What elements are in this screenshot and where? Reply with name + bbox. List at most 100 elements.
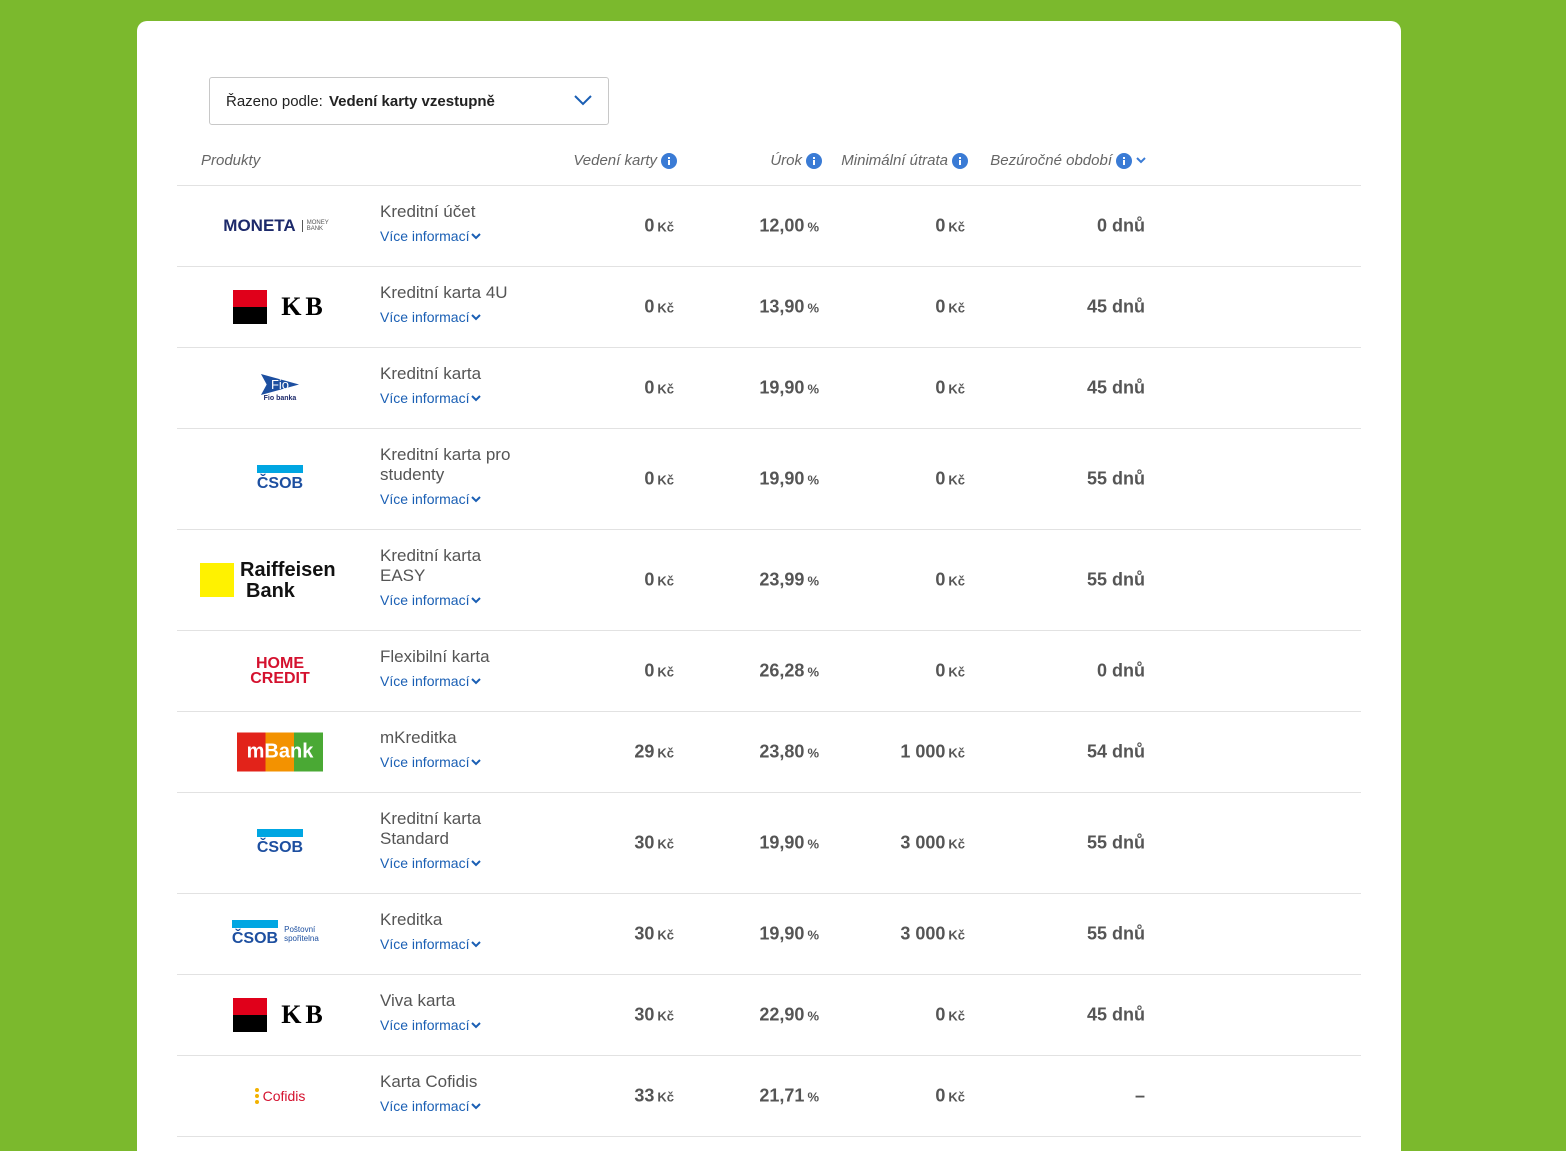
product-name: Viva karta Více informací: [380, 991, 530, 1035]
header-rate[interactable]: Úrok: [770, 152, 822, 169]
bank-logo: mBank: [200, 732, 360, 772]
period-value: 55 dnů: [1086, 569, 1145, 590]
unit: Kč: [948, 472, 965, 488]
header-text: Úrok: [770, 152, 802, 169]
unit: Kč: [657, 219, 674, 235]
unit: %: [807, 381, 819, 397]
unit: Kč: [948, 745, 965, 761]
product-name: Kreditní karta Standard Více informací: [380, 809, 530, 873]
unit: Kč: [948, 381, 965, 397]
unit: Kč: [948, 219, 965, 235]
unit: %: [807, 300, 819, 316]
more-info-link[interactable]: Více informací: [380, 1015, 530, 1035]
logo-text: Bank: [246, 580, 295, 602]
chevron: [471, 496, 482, 503]
unit: Kč: [657, 664, 674, 680]
min-value: 0 Kč: [935, 297, 965, 318]
bank-logo: ČSOB Poštovní spořitelna: [200, 920, 360, 948]
chevron[interactable]: [1136, 156, 1146, 165]
period-value: 0 dnů: [1097, 660, 1145, 681]
sort-dropdown[interactable]: Řazeno podle: Vedení karty vzestupně: [209, 77, 609, 125]
value: 0: [935, 1004, 946, 1025]
more-info-link[interactable]: Více informací: [380, 1096, 530, 1116]
product-list: MONETA MONEY BANK Kreditní účet Více inform…: [177, 186, 1361, 1137]
product-row: ČSOB Poštovní spořitelna Kreditka Více info…: [177, 894, 1361, 975]
link-text: Více informací: [380, 754, 470, 770]
logo-text: mBank: [236, 732, 324, 772]
min-value: 0 Kč: [935, 661, 965, 682]
table-header: Produkty Vedení karty Úrok Minimální útr…: [177, 147, 1361, 186]
period-value: 55 dnů: [1086, 832, 1145, 853]
header-period[interactable]: Bezúročné období: [990, 152, 1146, 169]
value: 22,90: [759, 1004, 805, 1025]
unit: Kč: [657, 381, 674, 397]
header-min[interactable]: Minimální útrata: [841, 152, 968, 169]
product-row: ČSOB Kreditní karta pro studenty Více info…: [177, 429, 1361, 530]
product-row: KB Viva karta Více informací 30 Kč 22,90% 0 Kč 4…: [177, 975, 1361, 1056]
unit: Kč: [657, 1089, 674, 1105]
more-info-link[interactable]: Více informací: [380, 489, 530, 509]
unit: Kč: [948, 664, 965, 680]
more-info-link[interactable]: Více informací: [380, 590, 530, 610]
chevron: [471, 759, 482, 766]
chevron: [471, 597, 482, 604]
logo-text: Fio banka: [263, 395, 297, 402]
header-fee[interactable]: Vedení karty: [573, 152, 677, 169]
header-product: Produkty: [201, 152, 260, 169]
bank-logo: MONETA MONEY BANK: [200, 216, 360, 236]
rate-value: 19,90%: [759, 833, 819, 854]
link-text: Více informací: [380, 673, 470, 689]
min-value: 3 000 Kč: [900, 924, 965, 945]
link-text: Více informací: [380, 855, 470, 871]
unit: %: [807, 927, 819, 943]
more-info-link[interactable]: Více informací: [380, 934, 530, 954]
value: 23,80: [759, 741, 805, 762]
product-row: HOME CREDIT Flexibilní karta Více informací…: [177, 631, 1361, 712]
product-title: Kreditní karta 4U: [380, 283, 508, 302]
link-text: Více informací: [380, 1098, 470, 1114]
product-name: Kreditka Více informací: [380, 910, 530, 954]
logo-text: MONETA: [223, 216, 296, 235]
more-info-link[interactable]: Více informací: [380, 752, 530, 772]
product-row: Raiffeisen Bank Kreditní karta EASY Více in…: [177, 530, 1361, 631]
value: 3 000: [900, 832, 946, 853]
rate-value: 22,90%: [759, 1005, 819, 1026]
header-text: Vedení karty: [573, 152, 657, 169]
logo-text: ČSOB: [256, 465, 304, 493]
header-text: Produkty: [201, 152, 261, 169]
bank-logo: KB: [200, 290, 360, 324]
bank-logo: HOME CREDIT: [200, 656, 360, 687]
more-info-link[interactable]: Více informací: [380, 388, 530, 408]
info-icon[interactable]: [806, 152, 822, 169]
more-info-link[interactable]: Více informací: [380, 853, 530, 873]
bank-logo: Raiffeisen Bank: [200, 560, 360, 602]
product-title: Kreditní karta EASY: [380, 546, 482, 585]
value: 19,90: [759, 377, 805, 398]
rate-value: 23,80%: [759, 742, 819, 763]
min-value: 0 Kč: [935, 469, 965, 490]
logo-text: MONEY BANK: [301, 220, 337, 232]
rate-value: 12,00%: [759, 216, 819, 237]
period-value: 45 dnů: [1086, 1004, 1145, 1025]
info-icon[interactable]: [1116, 152, 1132, 169]
fee-value: 30 Kč: [634, 1005, 674, 1026]
unit: %: [807, 472, 819, 488]
more-info-link[interactable]: Více informací: [380, 671, 530, 691]
more-info-link[interactable]: Více informací: [380, 307, 530, 327]
product-title: Kreditní karta Standard: [380, 809, 482, 848]
info-icon[interactable]: [952, 152, 968, 169]
chevron: [471, 1103, 482, 1110]
unit: Kč: [948, 1089, 965, 1105]
unit: %: [807, 836, 819, 852]
period-value: 54 dnů: [1086, 741, 1145, 762]
period-value: 45 dnů: [1086, 377, 1145, 398]
value: 0: [935, 468, 946, 489]
value: 29: [634, 741, 655, 762]
unit: Kč: [657, 472, 674, 488]
product-name: Flexibilní karta Více informací: [380, 647, 530, 691]
sort-value: Vedení karty vzestupně: [329, 93, 495, 110]
info-icon[interactable]: [661, 152, 677, 169]
more-info-link[interactable]: Více informací: [380, 226, 530, 246]
value: 3 000: [900, 923, 946, 944]
